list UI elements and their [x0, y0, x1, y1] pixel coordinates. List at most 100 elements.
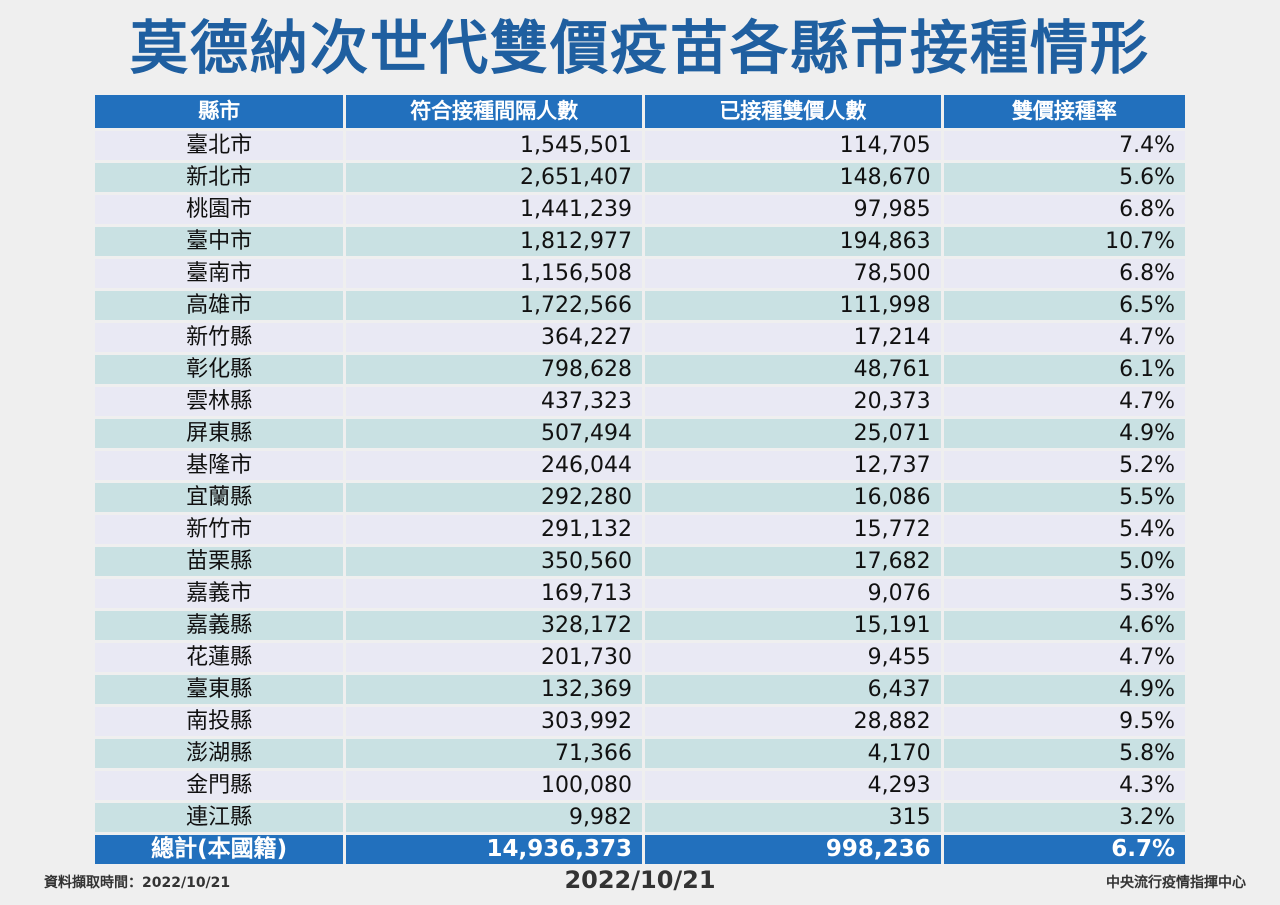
rate-cell: 6.8%	[943, 259, 1185, 288]
eligible-cell: 1,156,508	[346, 259, 643, 288]
report-date: 2022/10/21	[564, 866, 716, 894]
vaccinated-cell: 9,076	[645, 579, 941, 608]
table-body: 臺北市 1,545,501 114,705 7.4% 新北市 2,651,407 148,6…	[95, 131, 1185, 832]
vaccinated-cell: 20,373	[645, 387, 941, 416]
rate-cell: 10.7%	[943, 227, 1185, 256]
county-cell: 臺中市	[95, 227, 344, 256]
rate-cell: 5.3%	[943, 579, 1185, 608]
county-cell: 澎湖縣	[95, 739, 344, 768]
vaccinated-cell: 17,214	[645, 323, 941, 352]
eligible-cell: 1,545,501	[346, 131, 643, 160]
county-cell: 金門縣	[95, 771, 344, 800]
vaccinated-cell: 15,772	[645, 515, 941, 544]
table-row: 新竹市 291,132 15,772 5.4%	[95, 515, 1185, 544]
county-cell: 屏東縣	[95, 419, 344, 448]
source-label: 中央流行疫情指揮中心	[1106, 875, 1246, 891]
eligible-cell: 201,730	[346, 643, 643, 672]
rate-cell: 3.2%	[943, 803, 1185, 832]
total-rate: 6.7%	[943, 835, 1185, 864]
table-row: 屏東縣 507,494 25,071 4.9%	[95, 419, 1185, 448]
total-row: 總計(本國籍) 14,936,373 998,236 6.7%	[95, 835, 1185, 864]
eligible-cell: 1,812,977	[346, 227, 643, 256]
vaccinated-cell: 48,761	[645, 355, 941, 384]
rate-cell: 4.6%	[943, 611, 1185, 640]
county-cell: 高雄市	[95, 291, 344, 320]
vaccinated-cell: 4,293	[645, 771, 941, 800]
rate-cell: 9.5%	[943, 707, 1185, 736]
eligible-cell: 1,441,239	[346, 195, 643, 224]
rate-cell: 6.1%	[943, 355, 1185, 384]
table-row: 雲林縣 437,323 20,373 4.7%	[95, 387, 1185, 416]
table-row: 桃園市 1,441,239 97,985 6.8%	[95, 195, 1185, 224]
county-cell: 新北市	[95, 163, 344, 192]
table-row: 新北市 2,651,407 148,670 5.6%	[95, 163, 1185, 192]
eligible-cell: 364,227	[346, 323, 643, 352]
eligible-cell: 303,992	[346, 707, 643, 736]
vaccination-table: 縣市 符合接種間隔人數 已接種雙價人數 雙價接種率 臺北市 1,545,501 11…	[92, 92, 1188, 867]
vaccinated-cell: 6,437	[645, 675, 941, 704]
vaccinated-cell: 15,191	[645, 611, 941, 640]
page-title: 莫德納次世代雙價疫苗各縣市接種情形	[129, 14, 1150, 82]
rate-cell: 4.3%	[943, 771, 1185, 800]
eligible-cell: 437,323	[346, 387, 643, 416]
table-row: 南投縣 303,992 28,882 9.5%	[95, 707, 1185, 736]
eligible-cell: 291,132	[346, 515, 643, 544]
rate-cell: 5.6%	[943, 163, 1185, 192]
rate-cell: 4.7%	[943, 323, 1185, 352]
rate-cell: 7.4%	[943, 131, 1185, 160]
rate-cell: 6.8%	[943, 195, 1185, 224]
vaccinated-cell: 12,737	[645, 451, 941, 480]
table-row: 花蓮縣 201,730 9,455 4.7%	[95, 643, 1185, 672]
eligible-cell: 507,494	[346, 419, 643, 448]
eligible-cell: 100,080	[346, 771, 643, 800]
eligible-cell: 328,172	[346, 611, 643, 640]
table-header-row: 縣市 符合接種間隔人數 已接種雙價人數 雙價接種率	[95, 95, 1185, 128]
eligible-cell: 9,982	[346, 803, 643, 832]
table-row: 臺東縣 132,369 6,437 4.9%	[95, 675, 1185, 704]
table-row: 金門縣 100,080 4,293 4.3%	[95, 771, 1185, 800]
vaccinated-cell: 111,998	[645, 291, 941, 320]
vaccinated-cell: 28,882	[645, 707, 941, 736]
county-cell: 桃園市	[95, 195, 344, 224]
rate-cell: 5.0%	[943, 547, 1185, 576]
vaccination-table-container: 縣市 符合接種間隔人數 已接種雙價人數 雙價接種率 臺北市 1,545,501 11…	[95, 95, 1185, 867]
county-cell: 花蓮縣	[95, 643, 344, 672]
county-cell: 新竹縣	[95, 323, 344, 352]
table-row: 嘉義縣 328,172 15,191 4.6%	[95, 611, 1185, 640]
rate-cell: 5.8%	[943, 739, 1185, 768]
eligible-cell: 798,628	[346, 355, 643, 384]
county-cell: 嘉義縣	[95, 611, 344, 640]
county-cell: 雲林縣	[95, 387, 344, 416]
rate-cell: 4.7%	[943, 387, 1185, 416]
county-cell: 嘉義市	[95, 579, 344, 608]
table-row: 臺南市 1,156,508 78,500 6.8%	[95, 259, 1185, 288]
vaccinated-cell: 315	[645, 803, 941, 832]
header-vaccinated: 已接種雙價人數	[645, 95, 941, 128]
table-row: 宜蘭縣 292,280 16,086 5.5%	[95, 483, 1185, 512]
rate-cell: 5.2%	[943, 451, 1185, 480]
table-row: 臺中市 1,812,977 194,863 10.7%	[95, 227, 1185, 256]
table-row: 新竹縣 364,227 17,214 4.7%	[95, 323, 1185, 352]
rate-cell: 6.5%	[943, 291, 1185, 320]
eligible-cell: 71,366	[346, 739, 643, 768]
county-cell: 宜蘭縣	[95, 483, 344, 512]
rate-cell: 5.4%	[943, 515, 1185, 544]
vaccinated-cell: 114,705	[645, 131, 941, 160]
eligible-cell: 2,651,407	[346, 163, 643, 192]
rate-cell: 4.7%	[943, 643, 1185, 672]
vaccinated-cell: 148,670	[645, 163, 941, 192]
eligible-cell: 292,280	[346, 483, 643, 512]
county-cell: 臺北市	[95, 131, 344, 160]
table-row: 基隆市 246,044 12,737 5.2%	[95, 451, 1185, 480]
vaccinated-cell: 97,985	[645, 195, 941, 224]
table-row: 臺北市 1,545,501 114,705 7.4%	[95, 131, 1185, 160]
header-rate: 雙價接種率	[943, 95, 1185, 128]
vaccinated-cell: 4,170	[645, 739, 941, 768]
data-time-note: 資料擷取時間：2022/10/21	[44, 875, 231, 891]
header-county: 縣市	[95, 95, 344, 128]
vaccinated-cell: 17,682	[645, 547, 941, 576]
total-vaccinated: 998,236	[645, 835, 941, 864]
county-cell: 新竹市	[95, 515, 344, 544]
county-cell: 彰化縣	[95, 355, 344, 384]
county-cell: 南投縣	[95, 707, 344, 736]
